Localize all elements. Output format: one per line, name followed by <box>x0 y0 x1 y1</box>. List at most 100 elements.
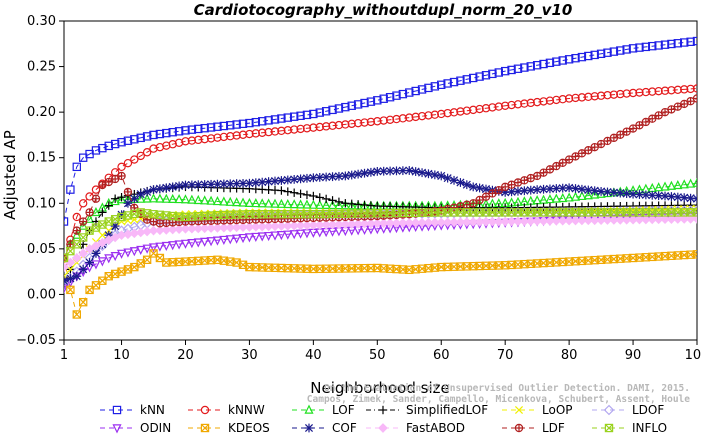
point-cof <box>296 174 305 184</box>
point-knn <box>532 61 542 70</box>
point-fastabod <box>474 217 485 227</box>
point-kdeos <box>78 297 88 307</box>
series-line-odin <box>64 215 697 289</box>
point-knnw <box>622 89 631 98</box>
legend-item-knn: kNN <box>100 403 165 417</box>
point-odin <box>219 235 229 246</box>
point-knnw <box>385 115 395 124</box>
point-fastabod <box>679 214 690 224</box>
point-cof <box>590 186 600 196</box>
point-cof <box>475 183 485 193</box>
point-ldf <box>78 217 88 226</box>
point-cof <box>411 167 421 176</box>
legend-marker-odin <box>112 424 122 434</box>
point-knnw <box>596 91 606 100</box>
point-lof <box>244 197 254 207</box>
series-fastabod <box>64 213 697 272</box>
point-cof <box>692 194 697 204</box>
point-knnw <box>296 124 305 134</box>
point-knn <box>289 112 299 121</box>
point-knn <box>539 59 548 69</box>
point-knnw <box>635 88 644 97</box>
point-knn <box>385 92 395 102</box>
point-knnw <box>628 88 638 98</box>
point-odin <box>238 233 248 244</box>
point-kdeos <box>692 250 697 259</box>
point-knn <box>238 119 248 129</box>
point-lof <box>193 194 203 205</box>
point-knnw <box>539 97 548 106</box>
point-odin <box>283 230 293 240</box>
watermark-authors: Campos, Zimek, Sander, Campello, Micenko… <box>307 394 690 405</box>
legend-label-loop: LoOP <box>542 403 573 417</box>
point-ldf <box>481 192 491 201</box>
point-lof <box>136 193 146 203</box>
point-cof <box>72 271 82 281</box>
point-knnw <box>545 96 555 105</box>
point-odin <box>206 237 216 247</box>
legend-label-inflo: INFLO <box>632 421 667 434</box>
point-knn <box>321 107 331 116</box>
legend-item-lof: LOF <box>292 403 355 417</box>
point-fastabod <box>513 216 523 227</box>
legend-marker-cof <box>304 423 314 433</box>
point-knn <box>417 85 427 94</box>
point-lof <box>85 213 95 223</box>
point-knn <box>660 40 670 49</box>
point-odin <box>251 232 261 242</box>
point-fastabod <box>532 216 542 226</box>
point-fastabod <box>398 218 408 228</box>
point-knnw <box>526 98 535 108</box>
point-cof <box>123 198 133 208</box>
legend-marker-ldof <box>603 404 615 416</box>
point-cof <box>660 191 670 201</box>
point-knnw <box>571 93 580 103</box>
y-tick-label: −0.05 <box>16 333 56 348</box>
point-knnw <box>136 151 145 161</box>
point-fastabod <box>589 215 600 226</box>
point-knn <box>341 102 350 112</box>
point-lof <box>679 179 689 189</box>
point-fastabod <box>487 216 498 227</box>
point-knn <box>500 66 510 76</box>
point-knn <box>494 68 503 77</box>
point-knnw <box>117 162 126 172</box>
point-knn <box>328 105 337 115</box>
legend-marker-loop <box>514 405 524 415</box>
point-lof <box>257 198 267 208</box>
point-knn <box>123 136 133 145</box>
point-lof <box>219 196 229 206</box>
point-fastabod <box>84 244 95 254</box>
legend-item-cof: COF <box>292 421 357 434</box>
point-simplifiedlof <box>283 187 292 196</box>
point-cof <box>507 187 516 197</box>
point-knn <box>136 133 145 143</box>
point-knnw <box>238 130 248 139</box>
point-knnw <box>226 132 235 141</box>
point-fastabod <box>461 217 472 227</box>
point-fastabod <box>64 262 69 272</box>
point-knnw <box>558 95 567 104</box>
point-fastabod <box>404 218 415 228</box>
point-ldf <box>123 187 133 197</box>
point-lof <box>206 195 216 205</box>
point-lof <box>558 192 568 203</box>
point-knn <box>309 109 318 119</box>
point-inflo <box>78 233 88 242</box>
series-kdeos <box>64 249 697 319</box>
point-knn <box>609 47 619 56</box>
y-axis-title: Adjusted AP <box>1 130 19 220</box>
point-knnw <box>616 89 625 99</box>
point-cof <box>219 179 229 189</box>
point-knn <box>360 98 369 108</box>
point-ldf <box>532 171 542 181</box>
point-knnw <box>187 136 197 145</box>
point-lof <box>212 196 223 206</box>
point-cof <box>174 181 184 191</box>
point-knnw <box>379 116 388 125</box>
point-ldf <box>469 199 478 208</box>
point-ldf <box>667 105 676 114</box>
point-knnw <box>648 87 657 96</box>
point-knnw <box>494 102 503 111</box>
point-lof <box>577 190 587 201</box>
